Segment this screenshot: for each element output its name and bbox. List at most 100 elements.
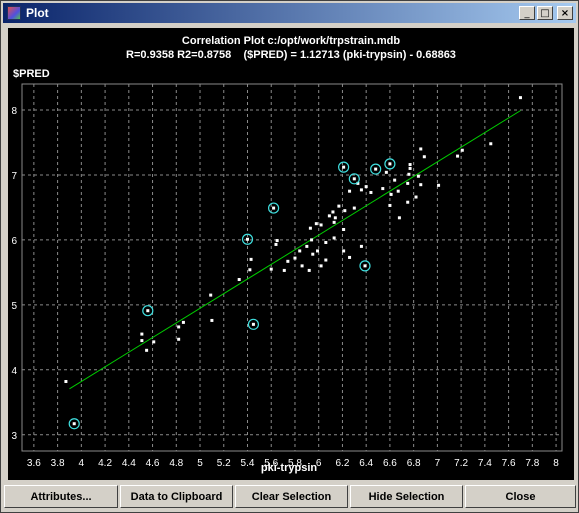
data-point[interactable] [384,170,388,174]
data-point[interactable] [369,190,373,194]
data-point[interactable] [249,257,253,261]
selected-point[interactable] [146,309,150,313]
selected-point[interactable] [388,162,392,166]
minimize-button[interactable]: _ [519,6,535,20]
data-point[interactable] [408,163,412,167]
data-point[interactable] [489,142,493,146]
selected-point-ring[interactable] [348,173,360,185]
data-point[interactable] [342,228,346,232]
selected-point[interactable] [374,167,378,171]
data-point[interactable] [422,155,426,159]
data-point[interactable] [324,258,328,262]
data-to-clipboard-button[interactable]: Data to Clipboard [120,485,233,508]
data-point[interactable] [311,252,315,256]
data-point[interactable] [275,239,279,243]
close-button[interactable]: Close [465,485,576,508]
data-point[interactable] [332,220,336,224]
data-point[interactable] [518,96,522,100]
data-point[interactable] [406,181,410,185]
data-point[interactable] [327,214,331,218]
data-point[interactable] [437,183,441,187]
selected-point-ring[interactable] [247,318,260,330]
data-point[interactable] [356,181,360,185]
data-point[interactable] [337,204,341,208]
selected-point-ring[interactable] [338,161,350,173]
data-point[interactable] [407,172,411,176]
data-point[interactable] [460,148,464,152]
data-point[interactable] [388,203,392,207]
data-points[interactable] [64,96,522,383]
data-point[interactable] [331,210,335,214]
data-point[interactable] [419,147,423,151]
data-point[interactable] [298,249,302,253]
data-point[interactable] [364,185,368,189]
clear-selection-button[interactable]: Clear Selection [235,485,348,508]
plot-panel[interactable]: Correlation Plot c:/opt/work/trpstrain.m… [8,28,574,480]
data-point[interactable] [177,325,181,329]
data-point[interactable] [307,268,311,272]
selected-point-ring[interactable] [68,418,80,430]
data-point[interactable] [269,267,273,271]
data-point[interactable] [316,249,320,253]
correlation-chart[interactable]: Correlation Plot c:/opt/work/trpstrain.m… [8,28,574,480]
data-point[interactable] [332,236,336,240]
data-point[interactable] [333,216,337,220]
data-point[interactable] [308,226,312,230]
data-point[interactable] [389,192,393,196]
data-point[interactable] [381,187,385,191]
selected-point-ring[interactable] [359,260,371,272]
data-point[interactable] [414,195,418,199]
selected-point-ring[interactable] [384,158,396,170]
data-point[interactable] [359,244,363,248]
close-window-button[interactable]: × [557,6,573,20]
highlighted-points[interactable] [68,158,396,430]
selected-point[interactable] [245,237,249,241]
selected-point-ring[interactable] [370,163,382,175]
data-point[interactable] [343,209,347,213]
data-point[interactable] [140,332,144,336]
data-point[interactable] [248,268,252,272]
data-point[interactable] [348,189,352,193]
selected-point-ring[interactable] [142,305,154,317]
selected-point[interactable] [72,422,76,426]
selected-point[interactable] [342,165,346,169]
data-point[interactable] [274,242,278,246]
selected-point[interactable] [272,206,276,210]
data-point[interactable] [396,189,400,193]
data-point[interactable] [310,238,314,242]
data-point[interactable] [177,337,181,341]
selected-point[interactable] [363,264,367,268]
data-point[interactable] [237,278,241,282]
data-point[interactable] [282,268,286,272]
data-point[interactable] [397,216,401,220]
selected-point[interactable] [352,177,356,181]
data-point[interactable] [210,318,214,322]
data-point[interactable] [300,264,304,268]
data-point[interactable] [406,200,410,204]
attributes-button[interactable]: Attributes... [4,485,118,508]
data-point[interactable] [64,379,68,383]
hide-selection-button[interactable]: Hide Selection [350,485,463,508]
data-point[interactable] [408,166,412,170]
data-point[interactable] [181,320,185,324]
data-point[interactable] [324,240,328,244]
data-point[interactable] [314,222,318,226]
data-point[interactable] [352,206,356,210]
data-point[interactable] [342,249,346,253]
data-point[interactable] [305,244,309,248]
data-point[interactable] [293,256,297,260]
data-point[interactable] [416,174,420,178]
data-point[interactable] [456,154,460,158]
data-point[interactable] [209,293,213,297]
maximize-button[interactable]: □ [537,6,553,20]
data-point[interactable] [393,178,397,182]
title-bar[interactable]: Plot _ □ × [3,3,576,23]
data-point[interactable] [419,183,423,187]
data-point[interactable] [140,339,144,343]
data-point[interactable] [319,264,323,268]
data-point[interactable] [145,348,149,352]
data-point[interactable] [359,188,363,192]
selected-point[interactable] [251,322,255,326]
data-point[interactable] [319,223,323,227]
data-point[interactable] [286,259,290,263]
